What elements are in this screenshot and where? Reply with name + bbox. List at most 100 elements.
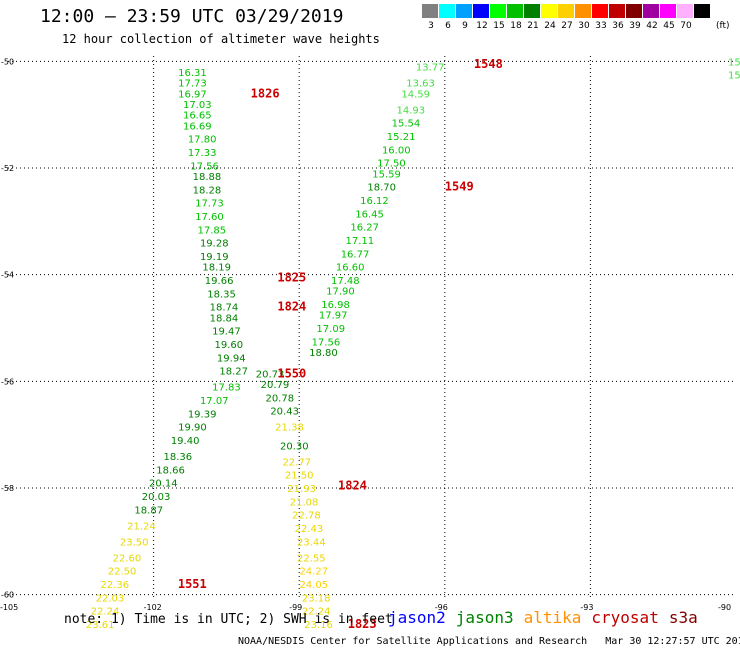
scale-label: 24 <box>544 21 556 31</box>
scale-swatch <box>643 4 659 18</box>
edge-value-label: 15 <box>728 70 740 81</box>
data-point-label: 20.78 <box>265 393 294 404</box>
scale-swatch <box>541 4 557 18</box>
data-point-label: 17.83 <box>212 383 241 394</box>
data-point-label: 15.59 <box>372 169 401 180</box>
scale-swatch <box>422 4 438 18</box>
scale-label: 45 <box>663 21 675 31</box>
satellite-legend-item: s3a <box>668 608 698 627</box>
data-point-label: 19.40 <box>171 436 200 447</box>
scale-label: 6 <box>445 21 451 31</box>
data-point-label: 16.45 <box>355 209 384 220</box>
data-point-label: 18.27 <box>219 367 248 378</box>
data-point-label: 16.31 <box>178 68 207 79</box>
data-point-label: 21.24 <box>127 521 156 532</box>
x-tick-label: -105 <box>0 603 18 612</box>
data-point-label: 19.90 <box>178 423 207 434</box>
scale-swatch <box>439 4 455 18</box>
data-point-label: 16.97 <box>178 89 207 100</box>
scale-swatch <box>660 4 676 18</box>
data-point-label: 16.27 <box>350 223 379 234</box>
edge-value-label: 15 <box>728 57 740 68</box>
scale-swatch <box>609 4 625 18</box>
data-point-label: 17.56 <box>312 337 341 348</box>
data-point-label: 19.94 <box>217 353 246 364</box>
data-point-label: 18.28 <box>193 185 222 196</box>
data-point-label: 13.77 <box>416 63 445 74</box>
track-time-label: 1551 <box>178 577 207 591</box>
data-point-label: 16.65 <box>183 111 212 122</box>
data-point-label: 17.56 <box>190 161 219 172</box>
data-point-label: 18.74 <box>210 303 239 314</box>
data-point-label: 23.18 <box>302 593 331 604</box>
data-point-label: 17.33 <box>188 148 217 159</box>
scale-label: 21 <box>527 21 539 31</box>
scale-label: 18 <box>510 21 522 31</box>
data-point-label: 21.93 <box>287 484 316 495</box>
y-tick-label: -52 <box>1 164 14 173</box>
data-point-label: 17.90 <box>326 287 355 298</box>
scale-swatch <box>473 4 489 18</box>
track-time-label: 1550 <box>277 366 306 380</box>
scale-label: 36 <box>612 21 624 31</box>
scale-swatch <box>677 4 693 18</box>
data-point-label: 23.44 <box>297 537 326 548</box>
track-time-label: 1823 <box>348 617 377 631</box>
track-time-label: 1825 <box>277 270 306 284</box>
data-point-label: 18.70 <box>367 183 396 194</box>
data-point-label: 18.66 <box>156 465 185 476</box>
data-point-label: 20.43 <box>270 407 299 418</box>
scale-label: 70 <box>680 21 692 31</box>
data-point-label: 23.50 <box>120 537 149 548</box>
data-point-label: 17.07 <box>200 396 229 407</box>
scale-label: 30 <box>578 21 590 31</box>
data-point-label: 19.28 <box>200 239 229 250</box>
data-point-label: 20.03 <box>142 492 171 503</box>
track-time-label: 1549 <box>445 180 474 194</box>
y-tick-label: -60 <box>1 591 14 600</box>
data-point-label: 15.21 <box>387 132 416 143</box>
scale-label: 27 <box>561 21 573 31</box>
scale-swatch <box>575 4 591 18</box>
y-tick-label: -50 <box>1 57 14 66</box>
data-point-label: 17.60 <box>195 212 224 223</box>
data-point-label: 13.63 <box>406 79 435 90</box>
data-point-label: 20.30 <box>280 441 309 452</box>
data-point-label: 18.19 <box>202 263 231 274</box>
data-point-label: 18.84 <box>210 313 239 324</box>
data-point-label: 19.66 <box>205 276 234 287</box>
data-point-label: 21.50 <box>285 471 314 482</box>
scale-swatch <box>507 4 523 18</box>
data-point-label: 16.98 <box>321 300 350 311</box>
scale-label: 33 <box>595 21 607 31</box>
data-point-label: 22.43 <box>295 524 324 535</box>
data-point-label: 16.69 <box>183 121 212 132</box>
data-point-label: 24.05 <box>299 580 328 591</box>
data-point-label: 22.50 <box>108 567 137 578</box>
data-point-label: 16.60 <box>336 263 365 274</box>
data-point-label: 22.24 <box>302 607 331 618</box>
track-time-label: 1824 <box>338 478 367 492</box>
data-point-label: 20.14 <box>149 479 178 490</box>
x-tick-label: -99 <box>289 603 302 612</box>
data-point-label: 17.50 <box>377 159 406 170</box>
scale-swatch <box>558 4 574 18</box>
scale-label: 9 <box>462 21 468 31</box>
data-point-label: 16.77 <box>341 249 370 260</box>
data-point-label: 16.00 <box>382 145 411 156</box>
data-point-label: 18.88 <box>193 172 222 183</box>
data-point-label: 20.79 <box>261 380 290 391</box>
scale-swatch <box>592 4 608 18</box>
scale-label: 12 <box>476 21 488 31</box>
scale-swatch <box>490 4 506 18</box>
scale-swatch <box>626 4 642 18</box>
scale-swatch <box>694 4 710 18</box>
data-point-label: 19.19 <box>200 252 229 263</box>
data-point-label: 23.61 <box>86 620 115 631</box>
data-point-label: 22.24 <box>91 607 120 618</box>
data-point-label: 17.97 <box>319 311 348 322</box>
x-tick-label: -102 <box>144 603 162 612</box>
y-tick-label: -56 <box>1 377 14 386</box>
x-tick-label: -93 <box>580 603 593 612</box>
data-point-label: 17.80 <box>188 135 217 146</box>
